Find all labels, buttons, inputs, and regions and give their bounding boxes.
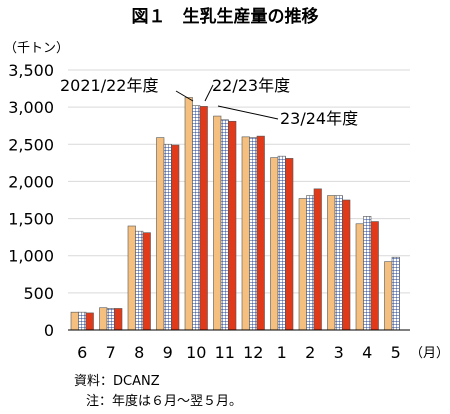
- bar-2021-22: [298, 198, 307, 331]
- x-tick-label: 8: [134, 343, 144, 362]
- y-tick-label: 3,000: [8, 98, 54, 117]
- bar-2022-23: [192, 105, 201, 331]
- bar-2021-22: [184, 97, 193, 331]
- bar-2021-22: [213, 115, 222, 331]
- bar-2023-24: [171, 144, 180, 331]
- bar-2021-22: [156, 137, 165, 331]
- bar-2022-23: [220, 119, 229, 331]
- x-tick-label: 10: [186, 343, 206, 362]
- series-label-2023-leader: [217, 105, 279, 120]
- bar-2023-24: [142, 232, 151, 331]
- x-tick-label: 9: [163, 343, 173, 362]
- series-label-2023: 23/24年度: [280, 109, 358, 128]
- series-label-2022-leader: [204, 84, 214, 102]
- bar-2022-23: [391, 256, 400, 331]
- bar-2023-24: [199, 106, 208, 331]
- bar-2022-23: [163, 143, 172, 331]
- bar-2022-23: [363, 216, 372, 331]
- series-label-2022: 22/23年度: [212, 76, 290, 95]
- y-tick-label: 500: [23, 284, 54, 303]
- x-tick-label: 7: [106, 343, 116, 362]
- bar-2021-22: [327, 195, 336, 331]
- gridlines: [68, 69, 410, 294]
- y-tick-labels: 0 500 1,000 1,500 2,000 2,500 3,000 3,500: [8, 61, 54, 340]
- bar-2022-23: [78, 311, 87, 331]
- bar-2023-24: [370, 221, 379, 331]
- chart-title: 図１ 生乳生産量の推移: [132, 6, 319, 27]
- bar-2023-24: [256, 135, 265, 331]
- y-tick-label: 0: [44, 321, 54, 340]
- series-labels: 2021/22年度 22/23年度 23/24年度: [60, 76, 358, 128]
- bar-2022-23: [106, 308, 115, 331]
- bars: [70, 97, 400, 331]
- x-tick-label: 3: [334, 343, 344, 362]
- y-unit-label: （千トン）: [4, 41, 69, 56]
- source-note: 資料：DCANZ: [74, 374, 160, 389]
- x-tick-label: 5: [391, 343, 401, 362]
- bar-2023-24: [228, 120, 237, 331]
- bar-2023-24: [342, 199, 351, 331]
- y-tick-label: 2,000: [8, 172, 54, 191]
- x-tick-label: 12: [243, 343, 263, 362]
- bar-2023-24: [85, 312, 94, 331]
- x-tick-label: 4: [362, 343, 372, 362]
- bar-2022-23: [306, 195, 315, 331]
- bar-2021-22: [270, 157, 279, 331]
- bar-2021-22: [384, 261, 393, 331]
- x-tick-label: 6: [77, 343, 87, 362]
- y-tick-label: 1,500: [8, 210, 54, 229]
- x-tick-label: 11: [215, 343, 235, 362]
- bar-2023-24: [114, 308, 123, 331]
- bar-2021-22: [355, 223, 364, 331]
- footnote: 注：年度は６月～翌５月。: [86, 393, 242, 409]
- bar-2022-23: [334, 195, 343, 331]
- series-label-2021-leader: [175, 90, 194, 102]
- bar-2023-24: [285, 158, 294, 331]
- y-tick-label: 3,500: [8, 61, 54, 80]
- bar-2022-23: [135, 230, 144, 331]
- x-tick-label: 1: [277, 343, 287, 362]
- x-tick-label: 2: [305, 343, 315, 362]
- y-tick-label: 1,000: [8, 247, 54, 266]
- bar-2021-22: [127, 225, 136, 331]
- y-tick-label: 2,500: [8, 135, 54, 154]
- bar-2022-23: [277, 155, 286, 331]
- bar-2021-22: [99, 307, 108, 331]
- x-unit-label: （月）: [410, 346, 449, 361]
- bar-2023-24: [313, 188, 322, 331]
- bar-2021-22: [70, 311, 79, 331]
- bar-2021-22: [241, 136, 250, 331]
- series-label-2021: 2021/22年度: [60, 76, 158, 95]
- x-tick-labels: 6 7 8 9 10 11 12 1 2 3 4 5: [77, 343, 401, 362]
- bar-2022-23: [249, 137, 258, 331]
